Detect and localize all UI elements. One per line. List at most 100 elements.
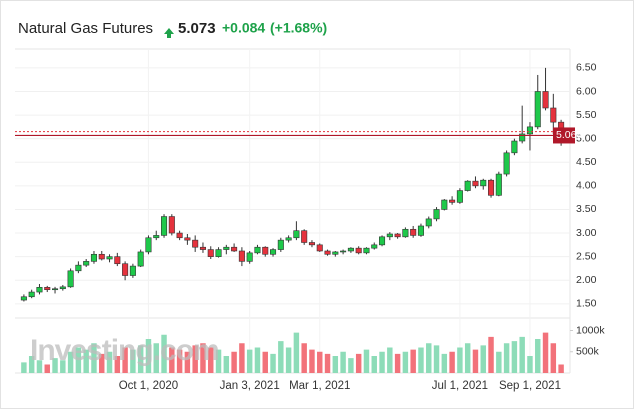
- current-price-label: 5.068: [556, 129, 582, 141]
- current-price-box: [553, 127, 575, 144]
- candle-body: [394, 233, 401, 238]
- candle-body: [246, 252, 253, 262]
- volume-bar: [542, 332, 549, 373]
- volume-bar: [278, 341, 284, 373]
- candle-body: [59, 286, 66, 290]
- volume-bar: [161, 334, 167, 373]
- x-tick-label: Oct 1, 2020: [119, 380, 178, 392]
- volume-bar: [426, 343, 432, 373]
- last-price: 5.073: [178, 20, 216, 37]
- volume-bar: [75, 347, 82, 373]
- volume-tick-label: 1000k: [576, 324, 605, 336]
- volume-bar: [122, 347, 128, 373]
- candle-body: [495, 173, 502, 196]
- change: +0.084: [222, 20, 265, 36]
- candle-body: [480, 179, 487, 187]
- volume-bar: [503, 343, 510, 373]
- candle-body: [347, 247, 354, 252]
- candle-body: [168, 216, 175, 234]
- candle-body: [316, 244, 323, 252]
- volume-bar: [550, 343, 557, 373]
- volume-bar: [106, 351, 113, 373]
- volume-bar: [239, 343, 245, 373]
- volume-bar: [371, 356, 377, 373]
- volume-bar: [215, 349, 222, 373]
- candle-body: [425, 218, 432, 227]
- candle-body: [417, 225, 424, 236]
- y-tick-label: 4.50: [576, 156, 597, 168]
- candle-body: [519, 133, 526, 142]
- candle-body: [488, 179, 495, 196]
- candle-body: [293, 230, 300, 239]
- volume-bar: [223, 356, 230, 373]
- candle-body: [161, 216, 168, 236]
- volume-bar: [60, 360, 66, 373]
- candle-body: [456, 190, 463, 203]
- candle-body: [371, 244, 378, 249]
- volume-bar: [418, 347, 424, 373]
- candle-body: [340, 250, 347, 253]
- volume-bar: [363, 349, 370, 373]
- x-tick-label: Jul 1, 2021: [432, 380, 488, 392]
- y-tick-label: 2.50: [576, 250, 597, 262]
- volume-bar: [535, 339, 541, 373]
- volume-bar: [527, 356, 533, 373]
- candle-body: [511, 140, 518, 154]
- volume-bar: [99, 353, 105, 373]
- volume-tick-label: 500k: [576, 346, 600, 358]
- candle-body: [254, 246, 261, 254]
- candle-body: [67, 270, 74, 288]
- volume-bar: [402, 351, 409, 373]
- candle-body: [122, 263, 129, 276]
- candle-body: [332, 251, 339, 255]
- volume-bar: [270, 353, 276, 373]
- volume-bar: [114, 356, 121, 373]
- x-tick-label: Jan 3, 2021: [220, 380, 280, 392]
- volume-bar: [496, 351, 502, 373]
- volume-bar: [130, 349, 136, 373]
- candle-body: [308, 242, 315, 246]
- volume-bar: [176, 349, 183, 373]
- volume-bar: [394, 353, 401, 373]
- candle-body: [192, 239, 199, 248]
- candle-body: [231, 246, 238, 252]
- candle-body: [52, 288, 59, 291]
- y-tick-label: 2.00: [576, 274, 597, 286]
- volume-bar: [472, 349, 479, 373]
- candle-body: [542, 91, 549, 109]
- candle-body: [550, 107, 557, 123]
- volume-bar: [246, 349, 253, 373]
- candle-body: [215, 249, 222, 257]
- candle-body: [184, 237, 191, 241]
- volume-bar: [348, 358, 354, 373]
- volume-bar: [301, 343, 307, 373]
- candle-body: [324, 250, 331, 255]
- volume-bar: [324, 353, 331, 373]
- candle-body: [90, 253, 97, 262]
- volume-bar: [200, 343, 206, 373]
- candle-body: [238, 250, 245, 262]
- candle-body: [44, 287, 51, 290]
- candle-body: [106, 256, 113, 260]
- x-tick-label: Sep 1, 2021: [499, 380, 561, 392]
- candle-body: [449, 199, 456, 203]
- y-tick-label: 5.50: [576, 109, 597, 121]
- volume-bar: [36, 360, 43, 373]
- candle-body: [379, 236, 386, 246]
- candle-body: [262, 246, 269, 255]
- y-tick-label: 3.00: [576, 227, 597, 239]
- up-arrow: [164, 28, 174, 38]
- volume-bar: [340, 351, 346, 373]
- candle-body: [503, 152, 510, 175]
- candle-body: [114, 256, 121, 265]
- candle-body: [223, 246, 230, 250]
- y-tick-label: 6.00: [576, 85, 597, 97]
- volume-bar: [449, 351, 455, 373]
- candle-body: [472, 180, 479, 187]
- chart-title: Natural Gas Futures: [18, 20, 153, 37]
- volume-bar: [511, 341, 518, 373]
- volume-bar: [184, 351, 191, 373]
- candle-body: [386, 233, 393, 238]
